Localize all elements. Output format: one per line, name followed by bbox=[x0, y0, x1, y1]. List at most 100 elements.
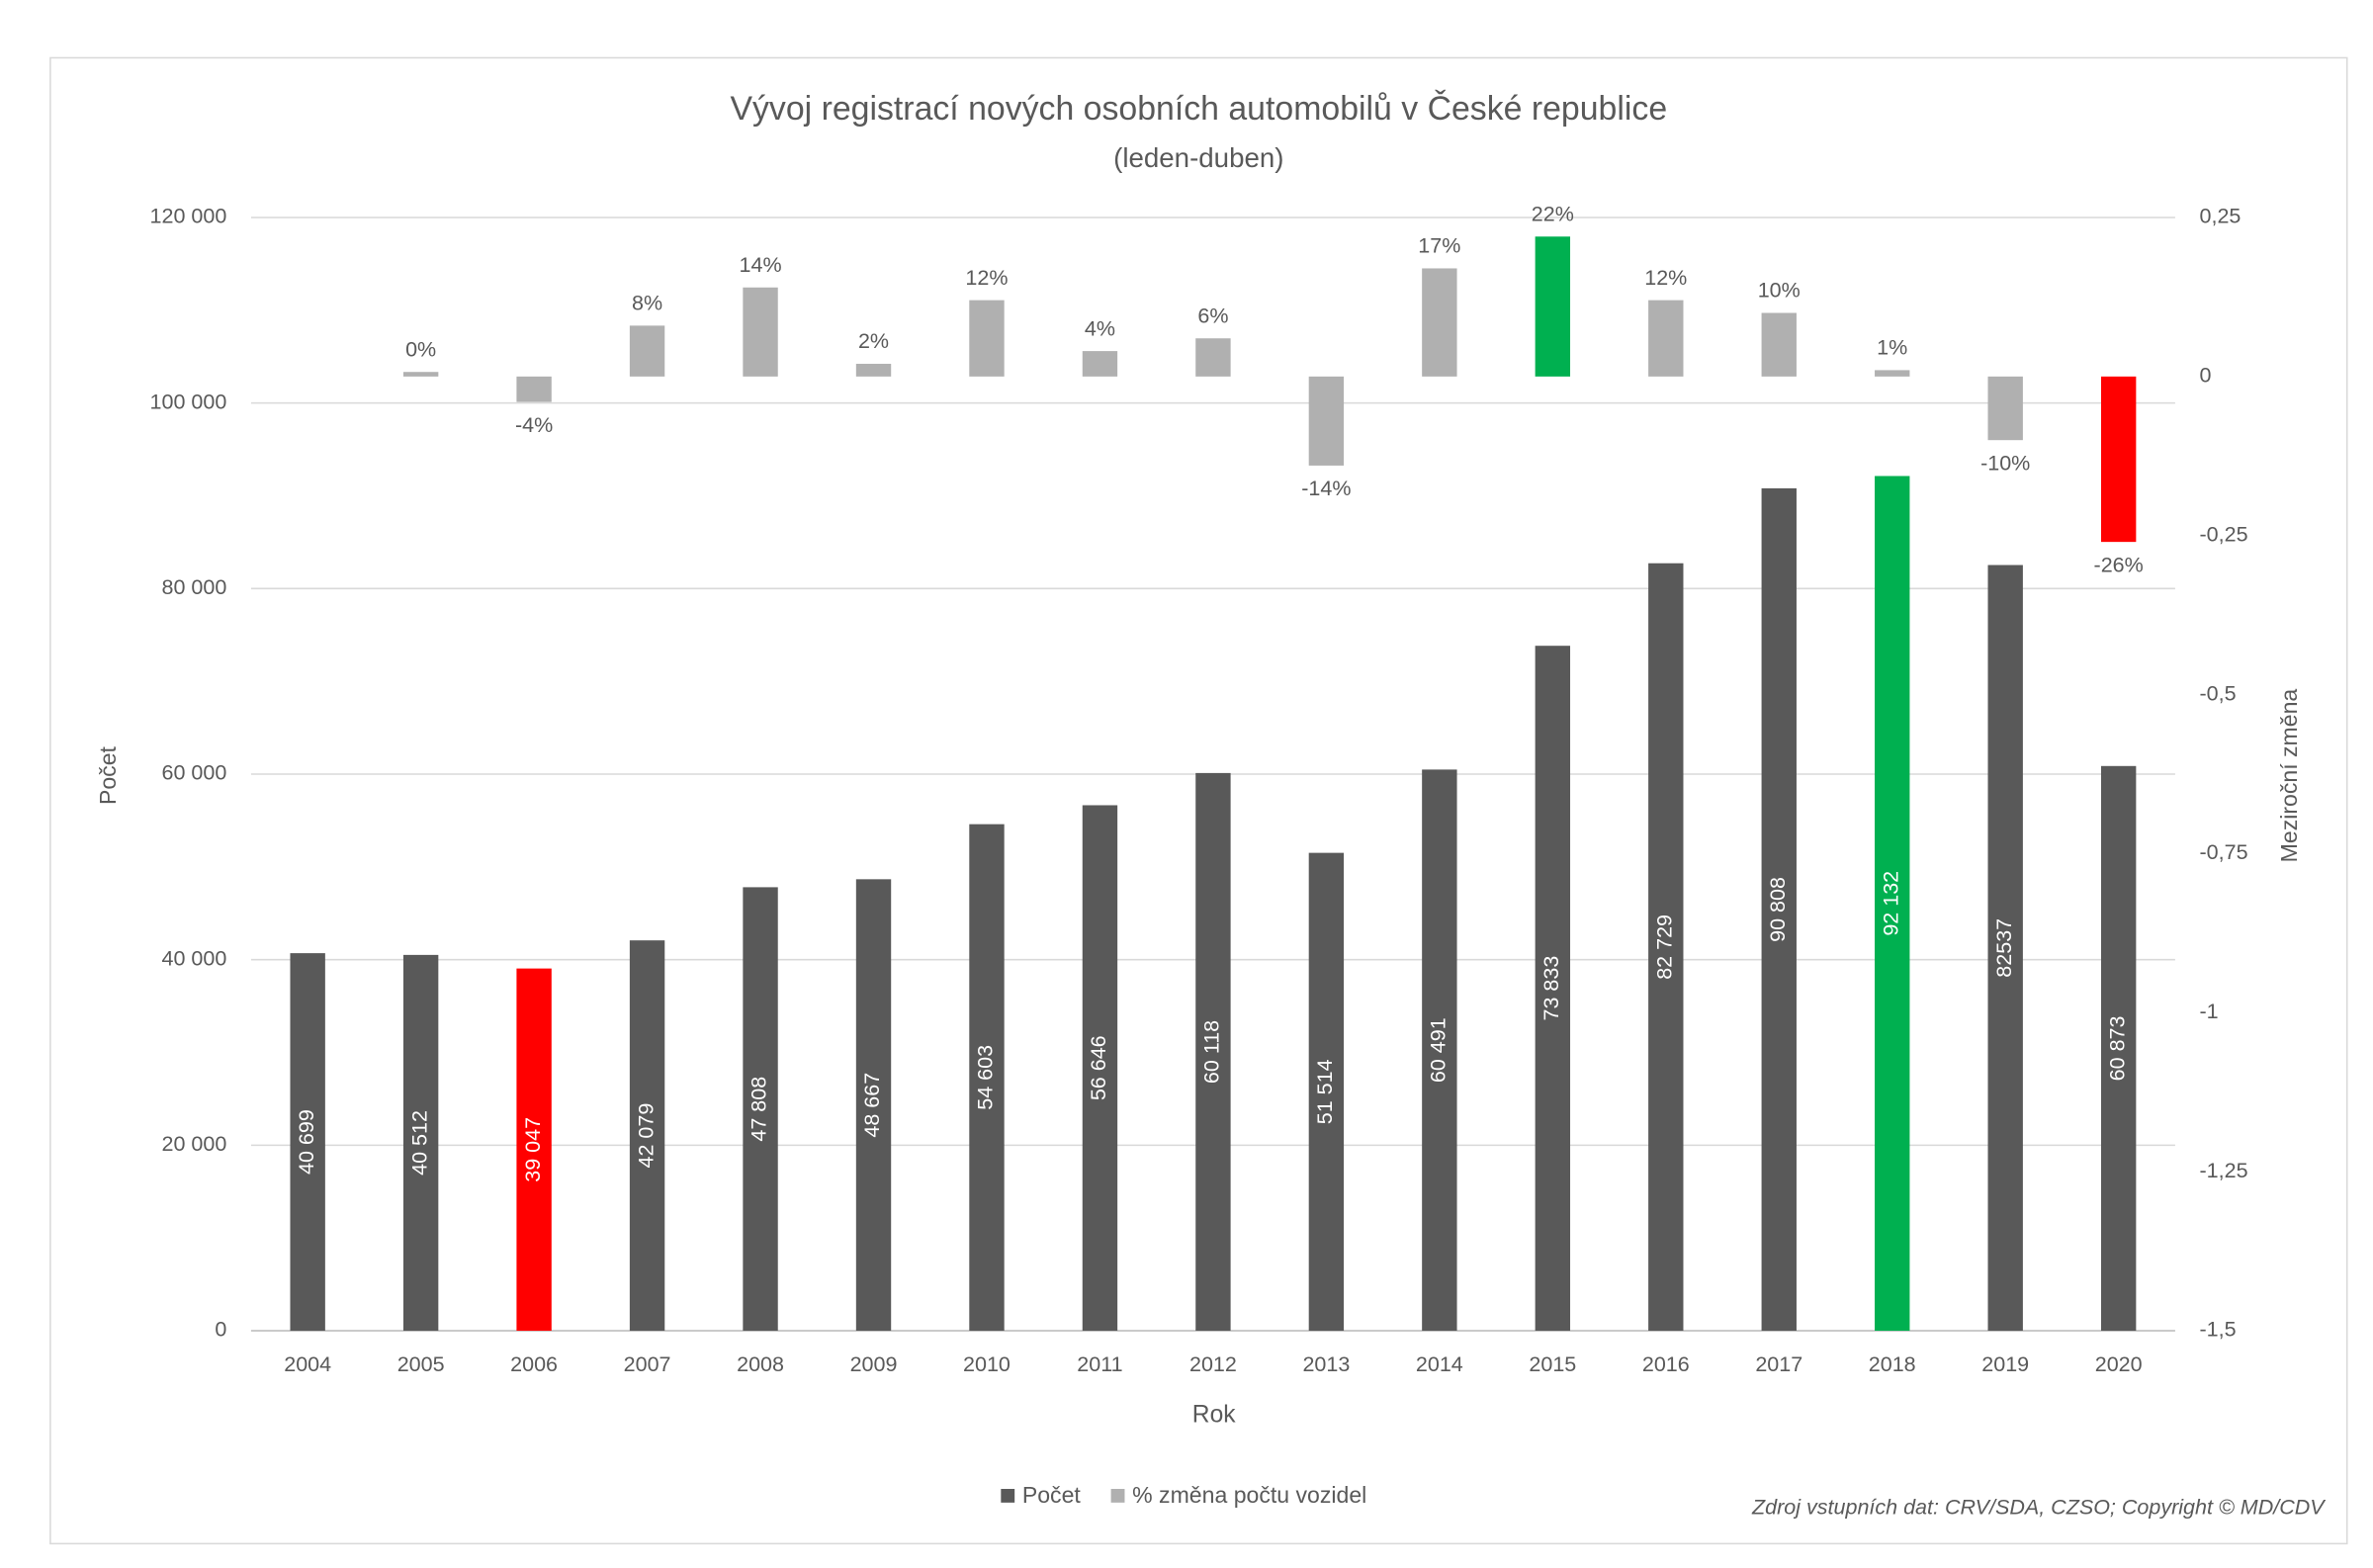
value-label: 54 603 bbox=[974, 1045, 998, 1110]
bar bbox=[402, 372, 439, 377]
value-label: 0% bbox=[405, 337, 436, 361]
value-label: 22% bbox=[1532, 202, 1574, 225]
y2-tick-label: -0,75 bbox=[2200, 840, 2248, 864]
value-label: 48 667 bbox=[860, 1073, 884, 1138]
bar bbox=[1761, 312, 1797, 377]
y-tick-label: 80 000 bbox=[162, 575, 227, 599]
bar bbox=[1761, 487, 1797, 1332]
bar bbox=[743, 287, 778, 377]
y-tick-label: 0 bbox=[215, 1318, 226, 1342]
x-tick-label: 2004 bbox=[284, 1352, 331, 1376]
value-label: 56 646 bbox=[1087, 1035, 1110, 1100]
bar bbox=[855, 879, 892, 1332]
y-axis-title: Počet bbox=[95, 745, 121, 805]
value-label: 2% bbox=[858, 329, 889, 353]
value-label: 47 808 bbox=[747, 1077, 771, 1142]
bar bbox=[1422, 268, 1457, 377]
legend-label: % změna počtu vozidel bbox=[1132, 1482, 1366, 1508]
bar bbox=[1535, 646, 1571, 1332]
chart-subtitle: (leden-duben) bbox=[1113, 142, 1283, 173]
x-tick-label: 2007 bbox=[624, 1352, 671, 1376]
bar bbox=[855, 363, 892, 377]
value-label: 92 132 bbox=[1879, 871, 1902, 936]
value-label: -14% bbox=[1301, 477, 1351, 500]
value-label: 8% bbox=[632, 292, 662, 315]
bar bbox=[1422, 769, 1457, 1332]
bar bbox=[1195, 772, 1231, 1332]
bar bbox=[2100, 376, 2137, 543]
x-tick-label: 2014 bbox=[1416, 1352, 1463, 1376]
value-label: 39 047 bbox=[521, 1117, 545, 1182]
bar bbox=[1082, 805, 1118, 1332]
value-label: 60 873 bbox=[2105, 1015, 2129, 1081]
value-label: 4% bbox=[1085, 316, 1115, 340]
x-tick-label: 2013 bbox=[1302, 1352, 1350, 1376]
y-tick-label: 60 000 bbox=[162, 761, 227, 785]
bar bbox=[1082, 351, 1118, 377]
y2-tick-label: -1,25 bbox=[2200, 1159, 2248, 1182]
x-tick-label: 2012 bbox=[1189, 1352, 1237, 1376]
value-label: 14% bbox=[740, 253, 782, 277]
value-label: 17% bbox=[1418, 234, 1460, 258]
x-tick-label: 2018 bbox=[1869, 1352, 1916, 1376]
bar bbox=[1535, 236, 1571, 377]
y2-tick-label: -0,5 bbox=[2200, 681, 2237, 705]
x-tick-label: 2005 bbox=[397, 1352, 445, 1376]
bar bbox=[1875, 476, 1910, 1332]
bar bbox=[1987, 565, 2023, 1332]
y2-tick-label: 0,25 bbox=[2200, 205, 2241, 228]
x-tick-label: 2009 bbox=[850, 1352, 898, 1376]
value-label: 12% bbox=[1644, 266, 1687, 290]
value-label: 6% bbox=[1197, 304, 1228, 327]
bar bbox=[969, 300, 1005, 377]
bar bbox=[2100, 765, 2137, 1332]
x-tick-label: 2017 bbox=[1755, 1352, 1802, 1376]
bar bbox=[1648, 300, 1684, 377]
y2-tick-label: -1 bbox=[2200, 1000, 2219, 1023]
bar bbox=[1308, 852, 1345, 1332]
bar bbox=[402, 954, 439, 1332]
value-label: 73 833 bbox=[1539, 956, 1563, 1021]
legend-label: Počet bbox=[1022, 1482, 1082, 1508]
bar bbox=[1648, 563, 1684, 1332]
value-label: 51 514 bbox=[1313, 1059, 1337, 1124]
source-note: Zdroj vstupních dat: CRV/SDA, CZSO; Copy… bbox=[1751, 1496, 2327, 1520]
value-label: 1% bbox=[1877, 336, 1907, 360]
value-label: 12% bbox=[965, 266, 1008, 290]
x-tick-label: 2008 bbox=[737, 1352, 784, 1376]
y2-tick-label: 0 bbox=[2200, 364, 2212, 388]
x-axis-title: Rok bbox=[1192, 1402, 1236, 1429]
y2-axis-title: Meziroční změna bbox=[2276, 689, 2302, 863]
legend-swatch bbox=[1110, 1489, 1125, 1503]
value-label: 60 118 bbox=[1200, 1020, 1224, 1084]
y-tick-label: 20 000 bbox=[162, 1132, 227, 1156]
x-tick-label: 2015 bbox=[1529, 1352, 1576, 1376]
bar bbox=[290, 953, 325, 1332]
value-label: 82537 bbox=[1992, 918, 2016, 978]
y-tick-label: 100 000 bbox=[150, 390, 227, 413]
y-tick-label: 120 000 bbox=[150, 205, 227, 228]
legend-swatch bbox=[1001, 1489, 1015, 1503]
x-tick-label: 2019 bbox=[1981, 1352, 2029, 1376]
bar bbox=[969, 824, 1005, 1332]
value-label: -26% bbox=[2094, 553, 2144, 576]
bar bbox=[743, 887, 778, 1332]
value-label: 42 079 bbox=[634, 1103, 658, 1169]
bar bbox=[1875, 370, 1910, 377]
value-label: 90 808 bbox=[1766, 877, 1790, 942]
bar bbox=[1195, 338, 1231, 377]
value-label: 40 512 bbox=[407, 1110, 431, 1176]
bar bbox=[1308, 376, 1345, 466]
y2-tick-label: -0,25 bbox=[2200, 522, 2248, 546]
x-tick-label: 2016 bbox=[1642, 1352, 1690, 1376]
value-label: -10% bbox=[1980, 451, 2030, 475]
bar bbox=[1987, 376, 2023, 441]
y-tick-label: 40 000 bbox=[162, 946, 227, 970]
bar bbox=[629, 940, 665, 1332]
x-tick-label: 2020 bbox=[2095, 1352, 2143, 1376]
x-tick-label: 2010 bbox=[963, 1352, 1011, 1376]
value-label: 40 699 bbox=[295, 1109, 318, 1175]
bar bbox=[516, 376, 552, 402]
chart-title: Vývoj registrací nových osobních automob… bbox=[730, 90, 1667, 128]
